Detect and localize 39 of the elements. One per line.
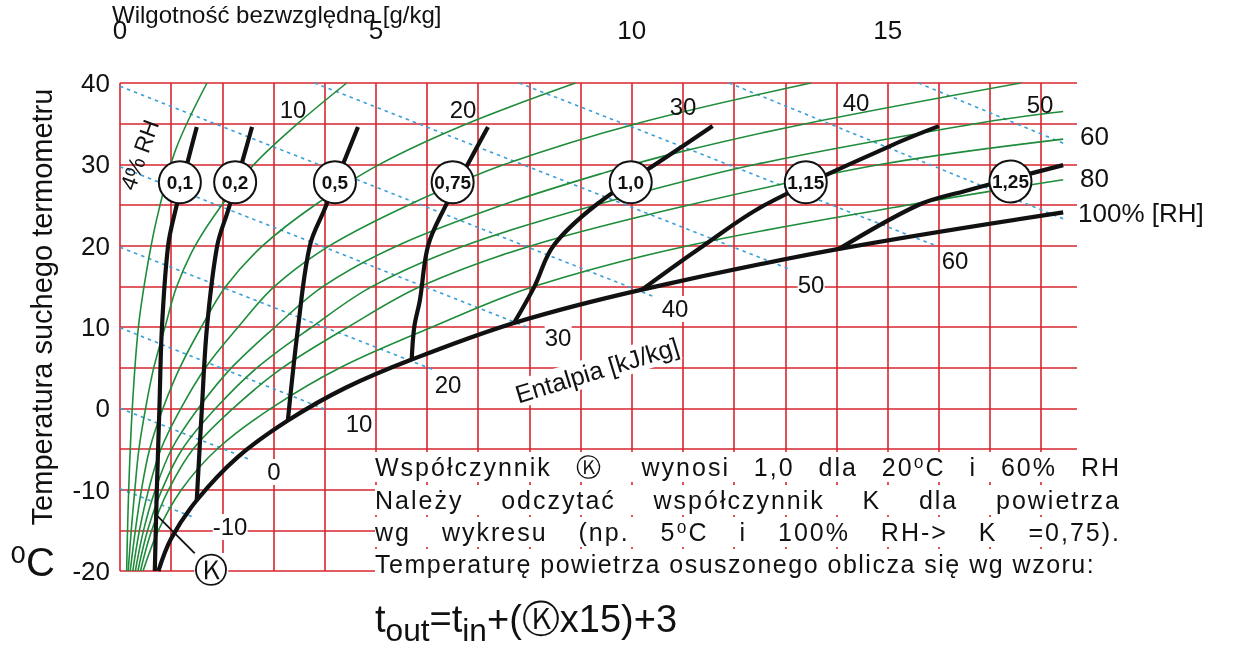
annotation: 10 bbox=[345, 410, 373, 437]
text: ⁰C bbox=[10, 539, 56, 586]
x-tick-label: 10 bbox=[617, 15, 647, 45]
annotation: wg wykresu (np. 5⁰C i 100% RH-> K =0,75). bbox=[375, 517, 1121, 547]
y-tick-label: 10 bbox=[81, 312, 110, 342]
annotation: 0,75 bbox=[434, 171, 472, 193]
text: 60 bbox=[1080, 120, 1109, 151]
y-tick-label: -20 bbox=[72, 556, 110, 586]
annotation: 20 bbox=[434, 371, 462, 398]
annotation: 30 bbox=[544, 324, 572, 351]
y-tick-label: 40 bbox=[81, 68, 110, 98]
text: 100% [RH] bbox=[1078, 197, 1204, 228]
text: 80 bbox=[1080, 162, 1109, 193]
annotation: 10 bbox=[279, 96, 307, 123]
annotation: 20 bbox=[449, 96, 477, 123]
annotation: 50 bbox=[797, 271, 825, 298]
annotation: -10 bbox=[212, 513, 248, 540]
annotation: Ⓚ bbox=[194, 550, 229, 589]
y-axis-title: Temperatura suchego termometru bbox=[26, 88, 58, 526]
annotation: 1,25 bbox=[991, 170, 1030, 192]
y-tick-label: 20 bbox=[81, 230, 110, 261]
annotation: 1,0 bbox=[617, 171, 644, 193]
annotation: 60 bbox=[941, 247, 969, 274]
annotation: Współczynnik Ⓚ wynosi 1,0 dla 20⁰C i 60% RH bbox=[375, 452, 1121, 482]
annotation: 0 bbox=[267, 458, 281, 485]
y-tick-label: -10 bbox=[72, 474, 110, 505]
y-tick-label: 30 bbox=[81, 149, 110, 180]
annotation: 4% RH bbox=[114, 116, 165, 194]
annotation: Należy odczytać współczynnik K dla powietrza bbox=[375, 485, 1121, 515]
annotation: 0,1 bbox=[166, 171, 194, 193]
annotation: Temperaturę powietrza osuszonego oblicza się wg wzoru: bbox=[375, 549, 1105, 579]
text: t$_{out}$=t$_{in}$+(Ⓚx15)+3 bbox=[375, 597, 679, 650]
annotation: 40 bbox=[842, 89, 870, 116]
x-tick-label: 15 bbox=[873, 15, 903, 45]
annotation: 0,5 bbox=[321, 171, 349, 193]
annotation: 1,15 bbox=[787, 171, 825, 193]
annotation: 0,2 bbox=[221, 171, 249, 193]
annotation: 40 bbox=[661, 295, 689, 322]
y-tick-label: 0 bbox=[95, 393, 110, 424]
